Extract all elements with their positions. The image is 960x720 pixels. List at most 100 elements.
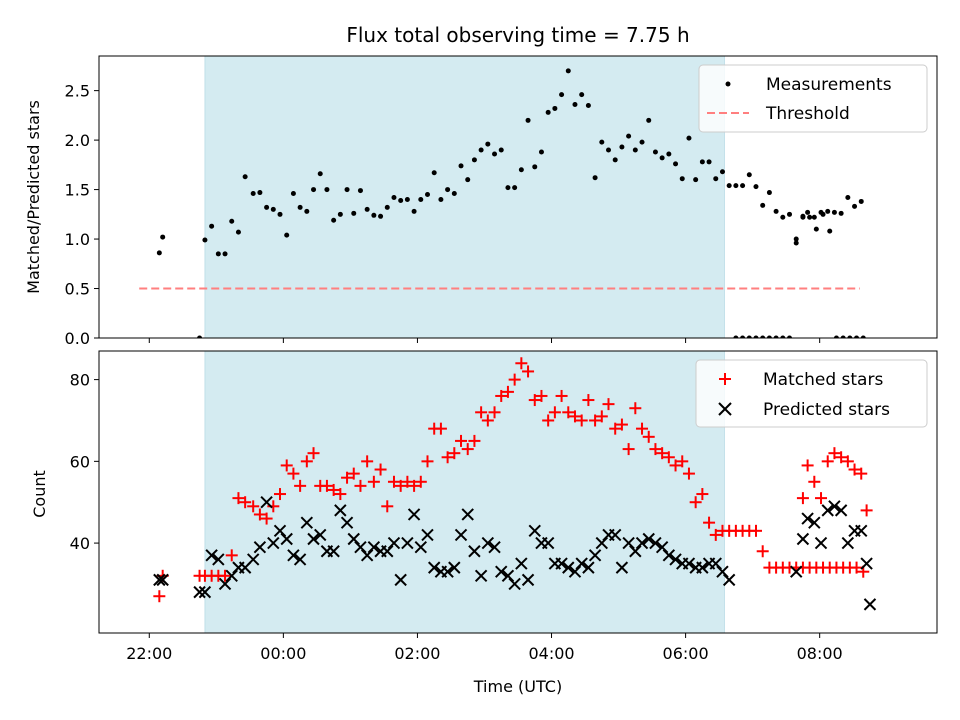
predicted-star-point (334, 504, 347, 517)
legend-label-measurements: Measurements (766, 75, 892, 95)
plot-area-counts (153, 357, 877, 611)
measurement-point (852, 203, 858, 209)
predicted-star-point (582, 561, 595, 574)
matched-star-point (287, 467, 300, 480)
y-axis-ticks-bottom: 40 60 80 (70, 371, 99, 553)
predicted-star-point (863, 598, 877, 611)
measurement-point (699, 159, 705, 165)
matched-star-point (253, 508, 266, 521)
matched-star-point (341, 471, 354, 484)
matched-star-point (542, 414, 555, 427)
matched-star-point (615, 418, 628, 431)
measurement-point (858, 198, 864, 204)
measurement-point (498, 147, 504, 153)
predicted-star-point (441, 565, 454, 578)
measurement-point (505, 185, 511, 191)
y-tick-label: 40 (70, 534, 90, 553)
measurement-point (250, 191, 256, 197)
predicted-star-point (682, 557, 696, 570)
predicted-star-point (253, 540, 267, 554)
measurement-point (235, 229, 241, 235)
measurement-point (431, 170, 437, 176)
matched-star-point (307, 447, 320, 460)
predicted-star-point (448, 561, 461, 574)
matched-star-point (434, 422, 447, 435)
measurement-point (492, 151, 498, 157)
measurement-point (726, 183, 732, 189)
matched-star-point (455, 434, 468, 447)
measurement-point (766, 335, 772, 338)
measurement-point (284, 232, 290, 238)
legend-box (695, 359, 928, 428)
predicted-star-point (821, 504, 834, 517)
measurement-point (532, 164, 538, 170)
measurement-point (673, 161, 679, 167)
measurement-point (847, 335, 853, 338)
measurement-point (733, 335, 739, 338)
matched-star-point (682, 467, 695, 480)
predicted-star-point (193, 585, 206, 599)
matched-star-point (642, 430, 655, 443)
matched-star-point (656, 447, 669, 460)
y-axis-ticks-top: 0.0 0.5 1.0 1.5 2.0 2.5 (65, 82, 99, 348)
matched-star-point (354, 479, 367, 492)
observing-window-band (204, 55, 725, 339)
predicted-star-point (481, 536, 495, 550)
predicted-star-point (314, 528, 327, 542)
y-tick-label: 1.5 (65, 181, 90, 200)
matched-star-point (582, 394, 595, 407)
predicted-star-point (595, 536, 609, 550)
measurement-point (270, 206, 276, 212)
matched-star-point (562, 406, 575, 419)
matched-star-point (801, 459, 814, 472)
matched-star-point (589, 414, 602, 427)
predicted-star-point (655, 540, 669, 554)
matched-star-point (394, 479, 407, 492)
measurement-point (525, 117, 531, 123)
observing-window-band (204, 350, 725, 634)
x-tick-label: 06:00 (663, 644, 709, 663)
x-axis-label: Time (UTC) (473, 677, 562, 696)
y-tick-label: 60 (70, 452, 90, 471)
predicted-star-point (796, 532, 810, 546)
matched-star-point (749, 524, 762, 537)
measurement-point (652, 149, 658, 155)
matched-star-point (689, 496, 702, 509)
measurement-point (606, 147, 612, 153)
measurement-point (686, 135, 692, 141)
measurement-point (485, 141, 491, 147)
x-tick-label: 02:00 (394, 644, 440, 663)
predicted-star-point (360, 549, 374, 562)
axes-frame-bottom (98, 350, 938, 634)
measurement-point (156, 250, 162, 256)
x-axis-ticks-top (148, 338, 821, 343)
measurement-point (793, 236, 799, 242)
x-tick-label: 00:00 (260, 644, 306, 663)
matched-star-point (535, 389, 548, 402)
predicted-star-point (205, 549, 218, 562)
measurement-point (800, 213, 806, 219)
matched-star-point (662, 451, 675, 464)
measurement-point (740, 183, 746, 189)
measurement-point (854, 335, 860, 338)
measurement-point (813, 226, 819, 232)
predicted-star-point (528, 524, 541, 538)
predicted-star-point (427, 561, 441, 574)
measurement-point (242, 174, 248, 180)
measurement-point (304, 208, 310, 214)
predicted-star-point (860, 557, 873, 570)
predicted-star-point (340, 516, 354, 529)
matched-star-point (481, 414, 494, 427)
legend-marker-measurements (725, 81, 731, 87)
measurement-point (257, 190, 263, 196)
predicted-star-point (287, 549, 300, 562)
measurement-point (311, 187, 317, 193)
predicted-star-point (273, 524, 287, 538)
measurement-point (538, 149, 544, 155)
y-tick-label: 80 (70, 371, 90, 390)
predicted-star-point (218, 577, 232, 591)
measurement-point (451, 191, 457, 197)
observing-window-band-bottom (204, 350, 725, 634)
measurement-point (344, 187, 350, 193)
matched-star-point (568, 410, 581, 423)
